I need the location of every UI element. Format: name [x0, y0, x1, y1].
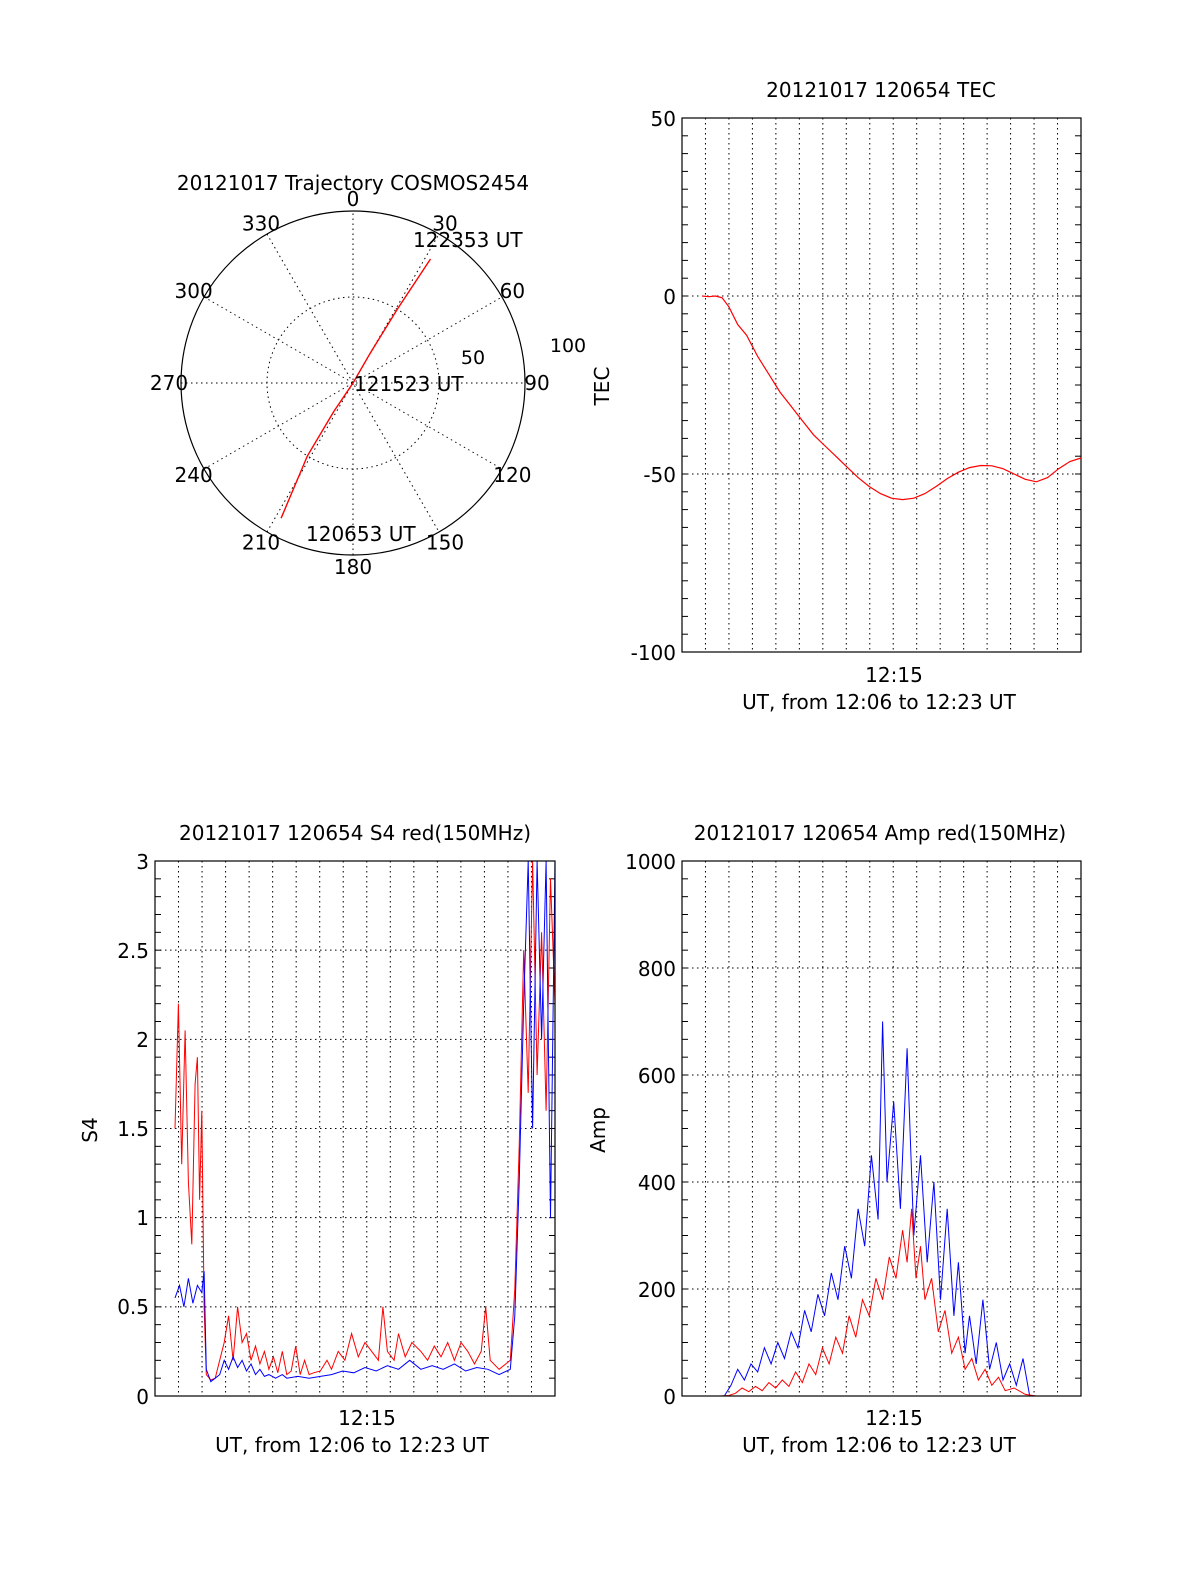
trajectory-line	[280, 258, 432, 519]
polar-inner-circle	[266, 296, 440, 470]
s4-title: 20121017 120654 S4 red(150MHz)	[179, 821, 531, 845]
s4-ytick-1-5: 1.5	[117, 1117, 149, 1141]
amp-ticks	[682, 878, 1081, 1379]
s4-ylabel: S4	[78, 1117, 102, 1142]
radial-label-50: 50	[461, 347, 485, 369]
azimuth-label-210: 210	[242, 530, 280, 554]
azimuth-label-30: 30	[432, 212, 457, 236]
tec-series-red	[701, 295, 1082, 501]
tec-grid	[682, 117, 1081, 653]
azimuth-labels: 0 30 60 90 120 150 180 210 240 270 300 330	[150, 187, 550, 579]
tec-ytick-minus100: -100	[631, 641, 676, 665]
amp-plot-frame	[681, 860, 1082, 1397]
annotation-start-time: 120653 UT	[306, 522, 416, 546]
annotation-end-time: 122353 UT	[413, 228, 523, 252]
s4-xtick-label: 12:15	[338, 1406, 396, 1430]
amp-title: 20121017 120654 Amp red(150MHz)	[694, 821, 1066, 845]
tec-ytick-50: 50	[651, 107, 676, 131]
tec-panel: 20121017 120654 TEC 50 0 -50 -100 TEC 12…	[590, 78, 1082, 714]
amp-series-red	[702, 1208, 1081, 1397]
amp-ytick-400: 400	[638, 1171, 676, 1195]
s4-ytick-0-5: 0.5	[117, 1295, 149, 1319]
s4-ytick-2: 2	[136, 1028, 149, 1052]
s4-xlabel: UT, from 12:06 to 12:23 UT	[215, 1433, 490, 1457]
tec-title: 20121017 120654 TEC	[766, 78, 996, 102]
s4-series-blue	[174, 860, 556, 1383]
s4-ytick-3: 3	[136, 850, 149, 874]
azimuth-label-180: 180	[334, 555, 372, 579]
amp-ytick-600: 600	[638, 1064, 676, 1088]
tec-plot-frame	[681, 117, 1082, 653]
amp-ytick-1000: 1000	[625, 850, 676, 874]
s4-ytick-2-5: 2.5	[117, 939, 149, 963]
azimuth-label-90: 90	[524, 371, 549, 395]
azimuth-label-270: 270	[150, 371, 188, 395]
s4-series-red	[174, 860, 556, 1381]
azimuth-label-300: 300	[175, 279, 213, 303]
tec-xtick-label: 12:15	[865, 663, 923, 687]
amp-series-blue	[702, 1021, 1081, 1397]
amp-ytick-0: 0	[663, 1385, 676, 1409]
s4-ytick-1: 1	[136, 1206, 149, 1230]
s4-ytick-0: 0	[136, 1385, 149, 1409]
azimuth-label-150: 150	[426, 530, 464, 554]
tec-ytick-0: 0	[663, 285, 676, 309]
amp-ytick-200: 200	[638, 1278, 676, 1302]
amp-xlabel: UT, from 12:06 to 12:23 UT	[742, 1433, 1017, 1457]
tec-ticks	[682, 135, 1081, 635]
amp-ytick-800: 800	[638, 957, 676, 981]
amp-grid	[682, 860, 1081, 1397]
radial-label-100: 100	[550, 335, 586, 357]
s4-panel: 20121017 120654 S4 red(150MHz) 3 2.5 2 1…	[78, 821, 556, 1457]
azimuth-label-0: 0	[347, 187, 360, 211]
tec-ytick-minus50: -50	[643, 463, 676, 487]
trajectory-title: 20121017 Trajectory COSMOS2454	[177, 171, 529, 195]
annotation-mid-time: 121523 UT	[354, 372, 464, 396]
trajectory-panel: 20121017 Trajectory COSMOS2454 0 30 60 90 12…	[150, 171, 586, 579]
s4-plot-frame	[154, 860, 556, 1397]
azimuth-label-240: 240	[175, 463, 213, 487]
tec-ylabel: TEC	[590, 367, 614, 407]
azimuth-label-120: 120	[493, 463, 531, 487]
amp-xtick-label: 12:15	[865, 1406, 923, 1430]
azimuth-label-330: 330	[242, 212, 280, 236]
tec-xlabel: UT, from 12:06 to 12:23 UT	[742, 690, 1017, 714]
azimuth-label-60: 60	[500, 279, 525, 303]
amp-ylabel: Amp	[586, 1107, 610, 1153]
amp-panel: 20121017 120654 Amp red(150MHz) 1000 800…	[586, 821, 1082, 1457]
s4-grid	[155, 860, 555, 1397]
